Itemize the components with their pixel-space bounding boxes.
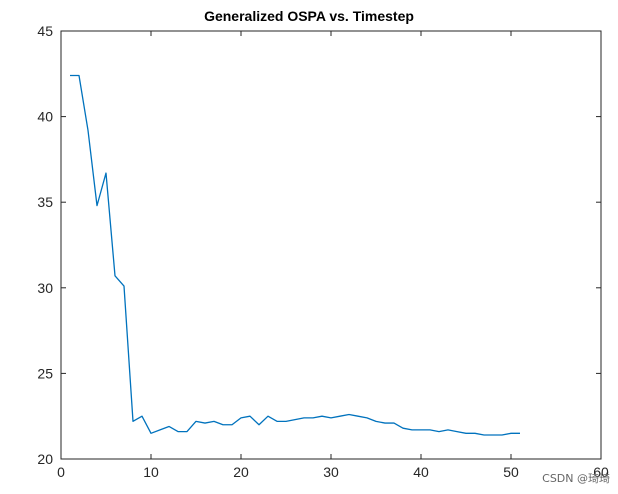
x-tick-label: 40 [413, 464, 429, 480]
y-tick-label: 20 [37, 451, 53, 467]
y-tick-label: 45 [37, 23, 53, 39]
y-tick-label: 40 [37, 109, 53, 125]
x-tick-label: 60 [593, 464, 609, 480]
x-tick-label: 10 [143, 464, 159, 480]
x-tick-label: 50 [503, 464, 519, 480]
x-tick-label: 20 [233, 464, 249, 480]
y-tick-label: 35 [37, 194, 53, 210]
series-line-1 [70, 74, 520, 436]
y-tick-label: 25 [37, 365, 53, 381]
x-tick-label: 0 [57, 464, 65, 480]
y-tick-label: 30 [37, 280, 53, 296]
plot-area [60, 30, 602, 460]
chart-title: Generalized OSPA vs. Timestep [204, 8, 414, 24]
watermark: CSDN @琦琦 [542, 472, 610, 485]
x-tick-label: 30 [323, 464, 339, 480]
